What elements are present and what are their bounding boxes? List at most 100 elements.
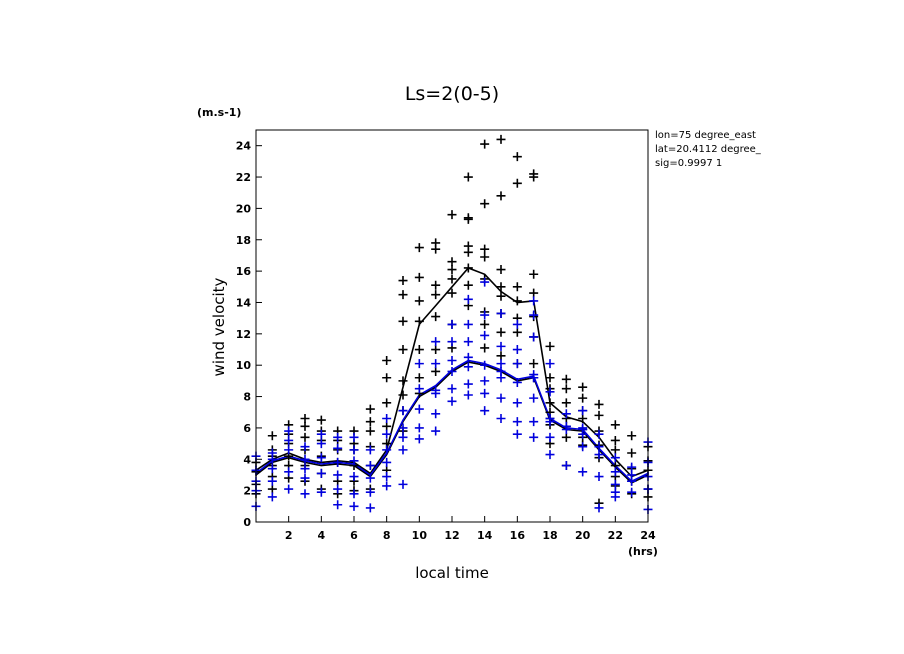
data-point (594, 429, 604, 439)
data-point (561, 374, 571, 384)
data-point (512, 327, 522, 337)
data-point (414, 359, 424, 369)
data-point (480, 199, 490, 209)
data-point (512, 345, 522, 355)
data-point (431, 359, 441, 369)
x-tick-label: 12 (444, 529, 459, 542)
data-point (561, 409, 571, 419)
data-point (463, 172, 473, 182)
data-point (627, 462, 637, 472)
data-point (398, 423, 408, 433)
data-point (463, 390, 473, 400)
data-point (365, 404, 375, 414)
data-point (463, 337, 473, 347)
data-point (414, 316, 424, 326)
x-tick-label: 22 (608, 529, 623, 542)
data-point (267, 464, 277, 474)
data-point (561, 432, 571, 442)
data-point (398, 276, 408, 286)
data-point (496, 327, 506, 337)
data-point (447, 384, 457, 394)
data-point (431, 290, 441, 300)
y-tick-label: 18 (236, 234, 251, 247)
data-point (382, 445, 392, 455)
data-point (512, 429, 522, 439)
y-tick-label: 8 (243, 391, 251, 404)
data-point (431, 409, 441, 419)
x-tick-label: 24 (640, 529, 656, 542)
data-point (561, 384, 571, 394)
x-tick-label: 4 (318, 529, 326, 542)
data-point (316, 429, 326, 439)
data-point (578, 414, 588, 424)
data-point (284, 484, 294, 494)
series-line (255, 359, 649, 483)
data-point (610, 445, 620, 455)
data-point (267, 454, 277, 464)
x-tick-label: 14 (477, 529, 493, 542)
data-point (463, 294, 473, 304)
data-point (349, 445, 359, 455)
x-tick-label: 20 (575, 529, 591, 542)
data-point (561, 461, 571, 471)
data-point (496, 134, 506, 144)
data-point (529, 359, 539, 369)
data-point (447, 337, 457, 347)
data-point (398, 479, 408, 489)
data-point (284, 445, 294, 455)
data-point (463, 280, 473, 290)
data-point (545, 450, 555, 460)
y-tick-label: 10 (236, 359, 252, 372)
data-point (398, 390, 408, 400)
data-point (414, 404, 424, 414)
x-axis-ticks: 2 4 6 8 10 12 14 16 18 20 22 24 (285, 516, 656, 542)
data-point (463, 247, 473, 257)
data-point (480, 139, 490, 149)
data-point (480, 244, 490, 254)
data-point (382, 457, 392, 467)
x-tick-label: 10 (412, 529, 428, 542)
data-point (578, 382, 588, 392)
data-point (267, 484, 277, 494)
data-point (496, 308, 506, 318)
data-point (431, 337, 441, 347)
data-point (529, 373, 539, 383)
data-point (300, 489, 310, 499)
data-point (594, 442, 604, 452)
data-point (512, 417, 522, 427)
data-point (512, 152, 522, 162)
data-point (333, 500, 343, 510)
data-point (447, 210, 457, 220)
data-point (382, 421, 392, 431)
x-tick-label: 2 (285, 529, 293, 542)
data-point (365, 445, 375, 455)
data-point (561, 424, 571, 434)
data-point (610, 435, 620, 445)
data-point (447, 257, 457, 267)
data-point (365, 461, 375, 471)
data-point (365, 417, 375, 427)
data-point (349, 456, 359, 466)
data-point (545, 359, 555, 369)
x-axis-label: local time (415, 564, 489, 582)
info-line-sig: sig=0.9997 1 (655, 158, 722, 169)
data-point (545, 387, 555, 397)
data-point (578, 429, 588, 439)
data-point (610, 453, 620, 463)
data-point (578, 406, 588, 416)
data-point (382, 355, 392, 365)
data-point (431, 280, 441, 290)
data-point (447, 288, 457, 298)
data-point (349, 501, 359, 511)
data-point (496, 282, 506, 292)
data-point (480, 310, 490, 320)
data-point (561, 398, 571, 408)
data-point (414, 345, 424, 355)
data-point (496, 359, 506, 369)
data-point (398, 376, 408, 386)
data-point (333, 443, 343, 453)
data-point (431, 345, 441, 355)
data-point (316, 487, 326, 497)
data-point (529, 332, 539, 342)
data-point (529, 269, 539, 279)
